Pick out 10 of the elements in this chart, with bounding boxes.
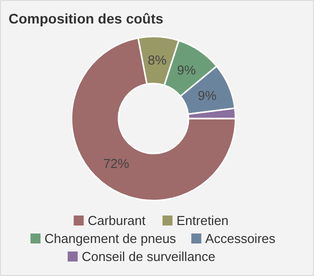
data-label: 9% (198, 88, 218, 103)
chart-title: Composition des coûts (8, 10, 164, 26)
legend-label: Carburant (88, 213, 146, 228)
legend-label: Changement de pneus (44, 231, 177, 246)
data-label: 8% (148, 52, 168, 68)
legend-label: Conseil de surveillance (82, 249, 216, 264)
legend-label: Accessoires (205, 231, 276, 246)
legend-label: Entretien (176, 213, 229, 228)
data-label: 72% (103, 156, 130, 172)
data-label: 9% (176, 62, 196, 78)
